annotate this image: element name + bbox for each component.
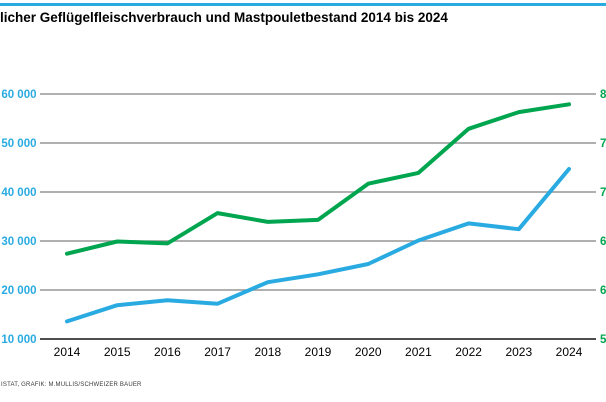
right-axis-tick-label: 7 bbox=[600, 138, 606, 150]
left-axis-tick-label: 40 000 bbox=[1, 187, 36, 199]
x-axis-year-label: 2016 bbox=[154, 345, 181, 359]
x-axis-year-label: 2014 bbox=[54, 345, 81, 359]
top-accent-rule bbox=[0, 3, 606, 6]
x-axis-year-label: 2017 bbox=[204, 345, 231, 359]
right-axis-tick-label: 8 bbox=[600, 89, 606, 101]
right-axis-tick-label: 7 bbox=[600, 187, 606, 199]
right-axis-tick-label: 6 bbox=[600, 285, 606, 297]
right-axis-tick-label: 5 bbox=[600, 334, 606, 346]
bestand-green-line bbox=[65, 102, 571, 256]
left-axis-tick-label: 30 000 bbox=[1, 236, 36, 248]
right-axis-tick-label: 6 bbox=[600, 236, 606, 248]
x-axis-year-label: 2020 bbox=[355, 345, 382, 359]
left-axis-tick-label: 60 000 bbox=[1, 89, 36, 101]
x-axis-year-label: 2018 bbox=[254, 345, 281, 359]
x-axis-year-label: 2015 bbox=[104, 345, 131, 359]
x-axis-year-label: 2023 bbox=[505, 345, 532, 359]
x-axis-year-label: 2021 bbox=[405, 345, 432, 359]
verbrauch-blue-line bbox=[65, 167, 571, 324]
x-axis-year-label: 2019 bbox=[305, 345, 332, 359]
left-axis-tick-label: 20 000 bbox=[1, 285, 36, 297]
x-axis-year-label: 2022 bbox=[455, 345, 482, 359]
chart-title: licher Geflügelfleischverbrauch und Mast… bbox=[0, 10, 448, 25]
x-axis-year-label: 2024 bbox=[556, 345, 583, 359]
left-axis-tick-label: 50 000 bbox=[1, 138, 36, 150]
source-credit: ISTAT, GRAFIK: M.MULLIS/SCHWEIZER BAUER bbox=[1, 382, 142, 388]
left-axis-tick-label: 10 000 bbox=[1, 334, 36, 346]
